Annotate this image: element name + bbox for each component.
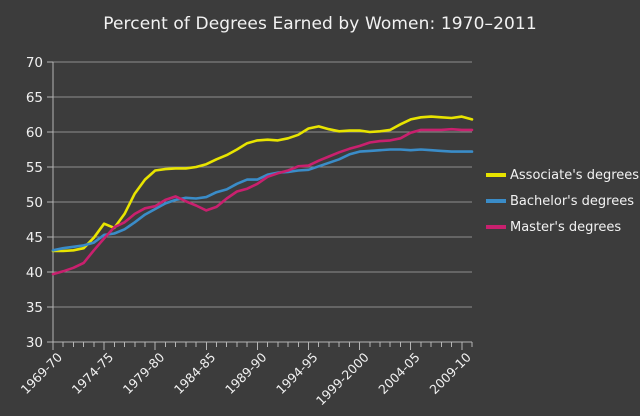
legend-color-swatch [486, 199, 506, 203]
series-line [51, 148, 474, 252]
y-tick-label: 55 [26, 160, 43, 176]
chart-title: Percent of Degrees Earned by Women: 1970… [103, 14, 537, 34]
y-axis [47, 61, 54, 343]
legend-color-swatch [486, 225, 506, 229]
gridlines [53, 61, 472, 308]
x-tick-label: 1989-90 [222, 349, 270, 397]
y-tick-label: 35 [26, 300, 43, 316]
y-tick-label: 30 [26, 335, 43, 351]
x-axis-tick-labels: 1969-70 1974-75 1979-80 1984-85 1989-90 1994-… [18, 349, 474, 408]
y-tick-label: 40 [26, 265, 43, 281]
y-tick-label: 65 [26, 90, 43, 106]
legend-item-label: Bachelor's degrees [510, 193, 634, 209]
series-line [51, 127, 474, 276]
chart-legend: Associate's degrees Bachelor's degrees Mas… [486, 162, 640, 240]
x-tick-label: 1979-80 [120, 349, 168, 397]
legend-item[interactable]: Bachelor's degrees [486, 188, 636, 214]
legend-item-label: Associate's degrees [510, 167, 640, 183]
x-tick-label: 1974-75 [69, 350, 117, 398]
legend-color-swatch [486, 173, 506, 177]
x-tick-label: 1999-2000 [313, 349, 372, 408]
series-lines [51, 115, 474, 276]
legend-item[interactable]: Associate's degrees [486, 162, 640, 188]
x-tick-label: 1984-85 [171, 350, 219, 398]
y-tick-label: 70 [26, 55, 43, 71]
y-axis-tick-labels: 30 35 40 45 50 55 60 65 70 [26, 55, 43, 351]
x-tick-label: 1994-95 [273, 350, 321, 398]
x-tick-label: 2004-05 [375, 350, 423, 398]
y-tick-label: 45 [26, 230, 43, 246]
y-tick-label: 50 [26, 195, 43, 211]
legend-item[interactable]: Master's degrees [486, 214, 636, 240]
x-tick-label: 1969-70 [18, 349, 66, 397]
x-tick-label: 2009-10 [426, 349, 474, 397]
x-axis [52, 341, 473, 350]
legend-item-label: Master's degrees [510, 219, 622, 235]
series-line [51, 115, 474, 253]
y-tick-label: 60 [26, 125, 43, 141]
